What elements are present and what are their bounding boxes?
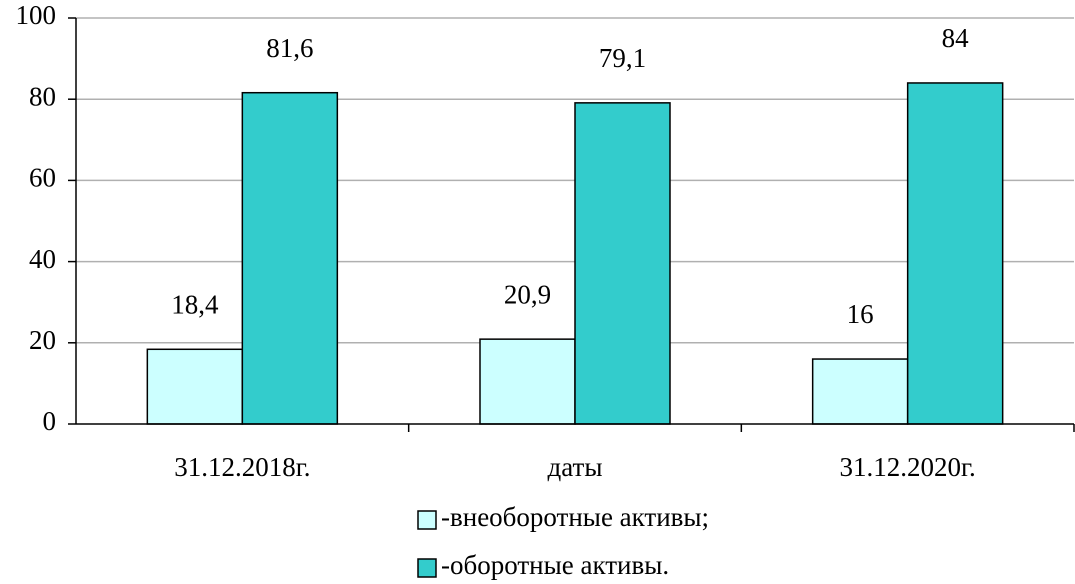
bar [479, 338, 576, 425]
y-tick-label: 0 [43, 406, 57, 436]
data-label: 16 [847, 299, 874, 329]
data-label: 84 [942, 23, 970, 53]
data-label: 81,6 [266, 33, 313, 63]
legend-label: -оборотные активы. [441, 550, 669, 580]
y-tick-label: 40 [29, 244, 56, 274]
x-tick-label: 31.12.2020г. [840, 452, 976, 482]
bar [906, 82, 1004, 425]
bar [241, 91, 339, 425]
data-label: 18,4 [171, 289, 219, 319]
bar [146, 348, 244, 425]
bar [574, 102, 671, 425]
legend-swatch [417, 558, 437, 578]
y-tick-label: 80 [29, 81, 56, 111]
y-tick-label: 20 [29, 325, 56, 355]
data-label: 79,1 [599, 43, 646, 73]
legend-label: -внеоборотные активы; [441, 502, 709, 532]
y-tick-label: 60 [29, 163, 56, 193]
y-tick-label: 100 [16, 0, 57, 30]
x-tick-label: 31.12.2018г. [174, 452, 310, 482]
data-label: 20,9 [504, 279, 551, 309]
bar [811, 358, 909, 425]
x-tick-label: даты [548, 452, 603, 482]
legend-swatch [417, 510, 437, 530]
